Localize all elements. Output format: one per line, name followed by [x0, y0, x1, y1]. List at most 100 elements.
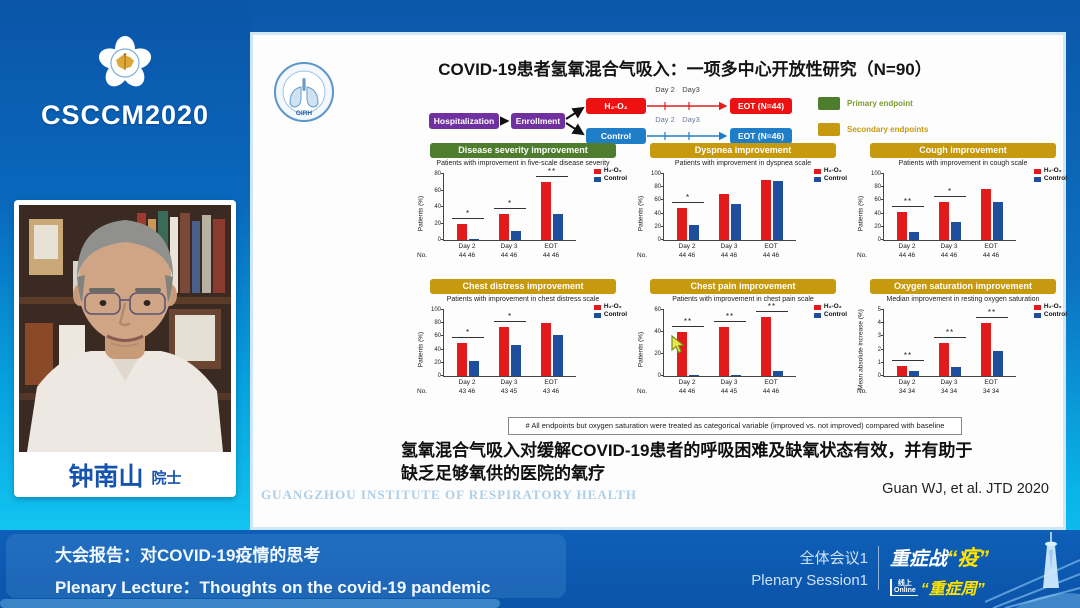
bar-h2o2 — [677, 208, 687, 240]
bar-group — [499, 214, 521, 240]
bar-h2o2 — [939, 343, 949, 376]
girh-logo-text: GIRH — [296, 110, 313, 117]
cma-logo-icon — [96, 36, 154, 99]
y-tick-mark — [661, 199, 664, 201]
y-tick-label: 0 — [437, 373, 441, 379]
legend-label: H₂-O₂ — [1043, 303, 1062, 310]
chart-subtitle: Patients with improvement in cough scale — [898, 160, 1028, 167]
significance-marker: * — [452, 329, 484, 338]
bar-control — [553, 335, 563, 376]
pointer-cursor — [671, 334, 685, 359]
significance-marker: ** — [892, 352, 924, 362]
n-row-label: No. — [857, 252, 868, 259]
footer-bar: 大会报告：对COVID-19疫情的思考 Plenary Lecture：Thou… — [0, 530, 1080, 608]
legend-swatch — [813, 168, 821, 174]
n-value: 44 46 — [458, 252, 476, 259]
y-tick-label: 40 — [654, 329, 661, 335]
legend-entry: Control — [1033, 311, 1067, 319]
y-tick-label: 20 — [874, 223, 881, 230]
bar-h2o2 — [897, 366, 907, 376]
citation: Guan WJ, et al. JTD 2020 — [882, 481, 1049, 497]
bar-control — [731, 374, 741, 376]
bar-h2o2 — [761, 316, 771, 376]
y-tick-mark — [661, 331, 664, 332]
y-tick-mark — [881, 335, 884, 337]
y-tick-label: 20 — [654, 223, 661, 230]
bar-group — [541, 323, 563, 376]
chart-panel-3: Cough improvement Patients with improveme… — [853, 143, 1073, 279]
significance-marker: * — [934, 188, 966, 198]
chart-panel-4: Chest distress improvement Patients with … — [413, 279, 633, 415]
brand-line2: 线上 Online “重症周” — [890, 575, 989, 599]
y-tick-mark — [441, 348, 444, 350]
bar-control — [469, 239, 479, 240]
legend-swatch — [1033, 176, 1041, 182]
chart-header: Chest pain improvement — [650, 279, 836, 294]
y-tick-mark — [881, 199, 884, 201]
chart-plot: Patients (%) 0 20 40 60 ** ** ** H₂-O₂ Control Day… — [633, 302, 853, 397]
n-row: No. 44 46 44 46 44 46 — [637, 252, 795, 261]
legend-entry: Control — [813, 175, 847, 183]
footer-divider — [878, 546, 879, 590]
y-tick-label: 3 — [877, 333, 881, 340]
x-label: EOT — [544, 379, 558, 386]
y-tick-label: 40 — [654, 210, 661, 217]
y-tick-mark — [661, 309, 664, 310]
y-tick-label: 60 — [654, 307, 661, 313]
brand-line1: 重症战“疫” — [890, 542, 989, 572]
legend-entry: Control — [593, 175, 627, 183]
presentation-slide[interactable]: GIRH COVID-19患者氢氧混合气吸入：一项多中心开放性研究（N=90） … — [250, 32, 1067, 530]
brand-line1-highlight: “疫” — [947, 547, 990, 570]
x-axis-labels: Day 2 Day 3 EOT — [663, 243, 795, 252]
flow-eot-h2o2: EOT (N=44) — [730, 98, 792, 114]
secondary-endpoint-swatch — [818, 123, 840, 136]
x-label: Day 3 — [500, 243, 518, 250]
chart-subtitle: Patients with improvement in chest pain … — [672, 296, 814, 303]
y-tick-mark — [881, 173, 884, 174]
lecture-title-block: 大会报告：对COVID-19疫情的思考 Plenary Lecture：Thou… — [55, 541, 490, 598]
legend-label: H₂-O₂ — [603, 167, 622, 174]
x-label: EOT — [544, 243, 558, 250]
bar-h2o2 — [677, 332, 687, 376]
y-tick-mark — [661, 225, 664, 227]
slide-title: COVID-19患者氢氧混合气吸入：一项多中心开放性研究（N=90） — [438, 60, 932, 79]
bar-group — [897, 212, 919, 240]
lecture-title-cn: 大会报告：对COVID-19疫情的思考 — [55, 546, 321, 565]
speaker-title: 院士 — [151, 470, 182, 487]
x-label: Day 2 — [898, 379, 916, 386]
n-row: No. 43 46 43 45 43 46 — [417, 388, 575, 397]
legend-entry: Control — [593, 311, 627, 319]
footnote: # All endpoints but oxygen saturation we… — [508, 417, 962, 435]
session-en: Plenary Session1 — [751, 572, 868, 589]
flow-connectors — [500, 101, 728, 141]
significance-marker: * — [494, 200, 526, 210]
legend-entry: H₂-O₂ — [1033, 167, 1067, 175]
flow-day2-label: Day 2 — [655, 85, 675, 94]
lecture-title-en: Plenary Lecture：Thoughts on the covid-19… — [55, 578, 491, 597]
n-row: No. 44 46 44 46 44 46 — [417, 252, 575, 261]
y-tick-label: 80 — [434, 171, 441, 177]
n-value: 44 46 — [500, 252, 518, 259]
legend-label: Control — [603, 311, 627, 318]
sidebar: CSCCM2020 — [0, 0, 250, 530]
bar-control — [773, 370, 783, 376]
bar-control — [993, 202, 1003, 240]
y-tick-mark — [661, 353, 664, 354]
bar-control — [993, 350, 1003, 376]
bar-group — [981, 323, 1003, 376]
y-tick-label: 40 — [874, 210, 881, 217]
bar-group — [719, 326, 741, 376]
legend-label: H₂-O₂ — [823, 167, 842, 174]
n-value: 44 46 — [542, 252, 560, 259]
legend-swatch — [813, 312, 821, 318]
y-tick-label: 20 — [434, 359, 441, 366]
session-block: 全体会议1 Plenary Session1 — [751, 548, 868, 592]
y-tick-label: 100 — [650, 171, 661, 177]
n-value: 44 46 — [982, 252, 1000, 259]
legend-entry: H₂-O₂ — [593, 303, 627, 311]
speaker-video[interactable]: 钟南山 院士 — [14, 200, 236, 497]
chart-axis: 0 20 40 60 ** ** ** — [654, 302, 796, 379]
charts-grid: Disease severity improvement Patients wit… — [413, 143, 1073, 415]
significance-marker: ** — [934, 329, 966, 338]
